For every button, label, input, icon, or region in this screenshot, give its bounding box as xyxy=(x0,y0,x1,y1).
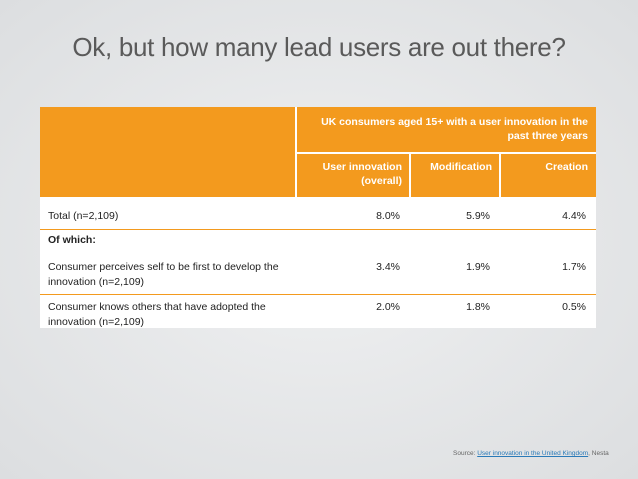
row-label: Consumer knows others that have adopted … xyxy=(48,301,266,328)
row-label: Of which: xyxy=(48,234,96,246)
cell-value: 2.0% xyxy=(376,301,400,313)
column-header: Modification xyxy=(410,153,500,197)
column-header: User innovation (overall) xyxy=(296,153,410,197)
cell-value: 1.7% xyxy=(562,261,586,273)
header-divider xyxy=(296,152,596,154)
row-label: Total (n=2,109) xyxy=(48,210,119,222)
row-separator xyxy=(40,294,596,295)
cell-value: 1.8% xyxy=(466,301,490,313)
table: UK consumers aged 15+ with a user innova… xyxy=(40,107,596,328)
source-note: Source: User innovation in the United Ki… xyxy=(453,450,609,457)
column-header: Creation xyxy=(500,153,596,197)
source-link[interactable]: User innovation in the United Kingdom xyxy=(477,450,589,457)
cell-value: 3.4% xyxy=(376,261,400,273)
row-separator xyxy=(40,229,596,230)
source-suffix: , Nesta xyxy=(588,450,609,457)
source-prefix: Source: xyxy=(453,450,476,457)
cell-value: 4.4% xyxy=(562,210,586,222)
cell-value: 0.5% xyxy=(562,301,586,313)
cell-value: 5.9% xyxy=(466,210,490,222)
header-divider xyxy=(409,153,411,197)
cell-value: 8.0% xyxy=(376,210,400,222)
row-label: Consumer perceives self to be first to d… xyxy=(48,261,279,288)
slide-title: Ok, but how many lead users are out ther… xyxy=(72,32,566,62)
cell-value: 1.9% xyxy=(466,261,490,273)
header-divider xyxy=(499,153,501,197)
header-blank xyxy=(40,107,296,197)
group-header: UK consumers aged 15+ with a user innova… xyxy=(296,107,596,153)
